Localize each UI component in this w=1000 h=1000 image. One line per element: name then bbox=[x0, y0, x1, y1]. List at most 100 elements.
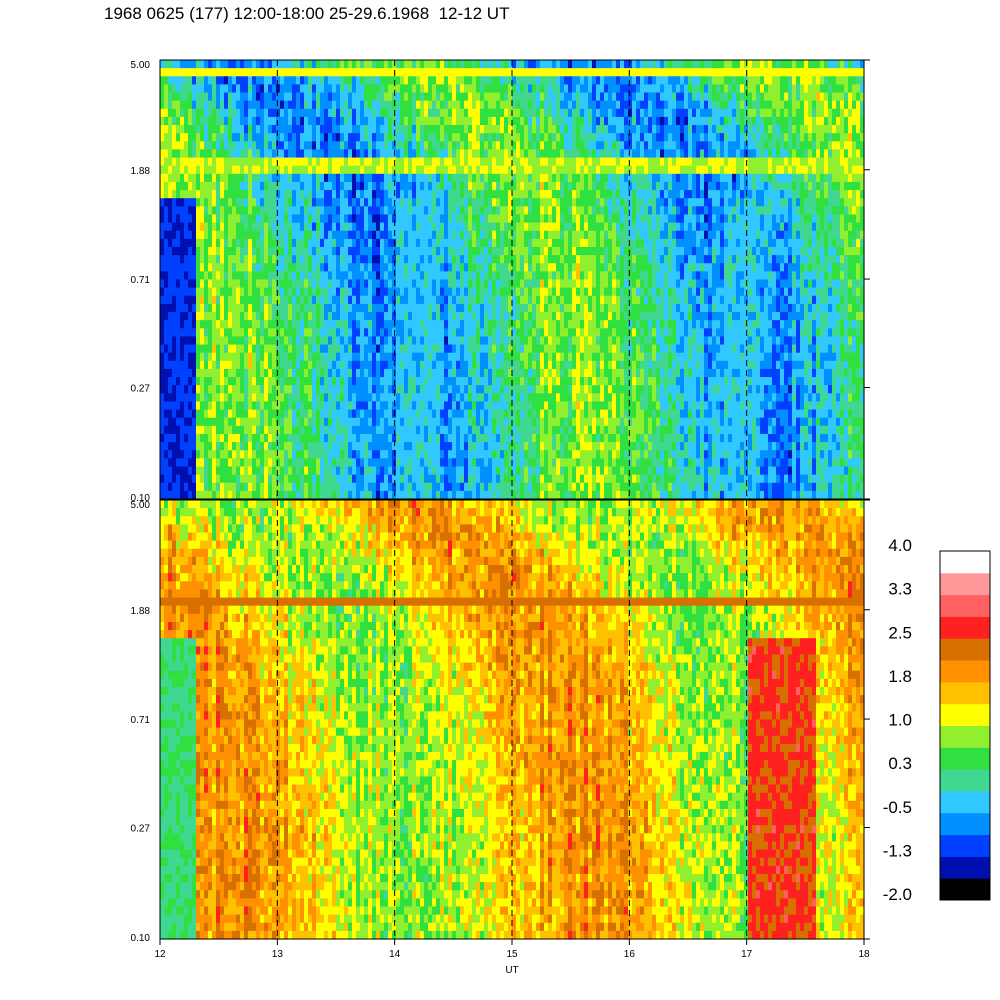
heatmap-cell bbox=[260, 344, 265, 354]
heatmap-cell bbox=[232, 442, 237, 451]
heatmap-cell bbox=[452, 295, 457, 305]
heatmap-cell bbox=[472, 303, 477, 313]
heatmap-cell bbox=[420, 108, 425, 118]
heatmap-cell bbox=[172, 344, 177, 354]
heatmap-cell bbox=[324, 181, 329, 191]
heatmap-cell bbox=[404, 263, 409, 272]
heatmap-cell bbox=[520, 198, 525, 207]
heatmap-cell bbox=[372, 393, 377, 403]
heatmap-cell bbox=[208, 344, 213, 354]
heatmap-cell bbox=[460, 466, 465, 476]
heatmap-cell bbox=[180, 157, 185, 167]
heatmap-cell bbox=[492, 149, 497, 159]
heatmap-cell bbox=[208, 466, 213, 476]
heatmap-cell bbox=[476, 360, 481, 370]
heatmap-cell bbox=[324, 238, 329, 248]
heatmap-cell bbox=[268, 295, 273, 305]
heatmap-cell bbox=[476, 417, 481, 427]
heatmap-cell bbox=[188, 100, 193, 110]
heatmap-cell bbox=[520, 287, 525, 297]
heatmap-cell bbox=[428, 133, 433, 142]
heatmap-cell bbox=[372, 214, 377, 224]
heatmap-cell bbox=[176, 458, 181, 468]
heatmap-cell bbox=[168, 141, 173, 151]
heatmap-cell bbox=[224, 116, 229, 126]
heatmap-cell bbox=[332, 344, 337, 354]
heatmap-cell bbox=[384, 271, 389, 281]
heatmap-cell bbox=[304, 173, 309, 183]
heatmap-cell bbox=[208, 482, 213, 492]
heatmap-cell bbox=[236, 263, 241, 272]
heatmap-cell bbox=[416, 116, 421, 126]
heatmap-cell bbox=[480, 360, 485, 370]
heatmap-cell bbox=[300, 320, 305, 329]
heatmap-cell bbox=[164, 368, 169, 378]
heatmap-cell bbox=[220, 68, 225, 77]
heatmap-cell bbox=[484, 125, 489, 134]
heatmap-cell bbox=[524, 295, 529, 305]
heatmap-cell bbox=[216, 157, 221, 167]
heatmap-cell bbox=[408, 125, 413, 134]
heatmap-cell bbox=[448, 442, 453, 451]
heatmap-cell bbox=[260, 450, 265, 459]
heatmap-cell bbox=[184, 214, 189, 224]
heatmap-cell bbox=[300, 303, 305, 313]
heatmap-cell bbox=[344, 206, 349, 216]
heatmap-cell bbox=[236, 433, 241, 443]
heatmap-cell bbox=[160, 141, 165, 151]
heatmap-cell bbox=[264, 344, 269, 354]
heatmap-cell bbox=[312, 206, 317, 216]
heatmap-cell bbox=[244, 76, 249, 85]
heatmap-cell bbox=[460, 312, 465, 321]
heatmap-cell bbox=[256, 458, 261, 468]
heatmap-cell bbox=[380, 133, 385, 142]
heatmap-cell bbox=[176, 198, 181, 207]
heatmap-cell bbox=[484, 222, 489, 232]
heatmap-cell bbox=[220, 92, 225, 102]
heatmap-cell bbox=[440, 450, 445, 459]
heatmap-cell bbox=[224, 68, 229, 77]
heatmap-cell bbox=[424, 246, 429, 256]
heatmap-cell bbox=[228, 344, 233, 354]
heatmap-cell bbox=[528, 181, 533, 191]
heatmap-cell bbox=[384, 425, 389, 435]
heatmap-cell bbox=[420, 84, 425, 94]
heatmap-cell bbox=[272, 328, 277, 338]
heatmap-cell bbox=[408, 303, 413, 313]
heatmap-cell bbox=[376, 401, 381, 411]
heatmap-cell bbox=[456, 385, 461, 394]
heatmap-cell bbox=[412, 68, 417, 77]
heatmap-cell bbox=[432, 474, 437, 484]
heatmap-cell bbox=[504, 76, 509, 85]
heatmap-cell bbox=[504, 433, 509, 443]
heatmap-cell bbox=[512, 222, 517, 232]
heatmap-cell bbox=[324, 230, 329, 240]
heatmap-cell bbox=[236, 474, 241, 484]
heatmap-cell bbox=[520, 368, 525, 378]
heatmap-cell bbox=[296, 279, 301, 289]
heatmap-cell bbox=[372, 173, 377, 183]
heatmap-cell bbox=[192, 198, 197, 207]
heatmap-cell bbox=[424, 157, 429, 167]
heatmap-cell bbox=[188, 287, 193, 297]
heatmap-cell bbox=[376, 368, 381, 378]
heatmap-cell bbox=[484, 425, 489, 435]
heatmap-cell bbox=[428, 377, 433, 386]
heatmap-cell bbox=[240, 442, 245, 451]
heatmap-cell bbox=[436, 230, 441, 240]
heatmap-cell bbox=[160, 68, 165, 77]
heatmap-cell bbox=[368, 149, 373, 159]
heatmap-cell bbox=[224, 450, 229, 459]
heatmap-cell bbox=[428, 92, 433, 102]
heatmap-cell bbox=[244, 295, 249, 305]
heatmap-cell bbox=[312, 263, 317, 272]
heatmap-cell bbox=[272, 60, 277, 69]
heatmap-cell bbox=[408, 92, 413, 102]
heatmap-cell bbox=[232, 214, 237, 224]
heatmap-cell bbox=[460, 214, 465, 224]
heatmap-cell bbox=[464, 482, 469, 492]
heatmap-cell bbox=[492, 417, 497, 427]
heatmap-cell bbox=[444, 377, 449, 386]
heatmap-cell bbox=[384, 263, 389, 272]
heatmap-cell bbox=[180, 385, 185, 394]
